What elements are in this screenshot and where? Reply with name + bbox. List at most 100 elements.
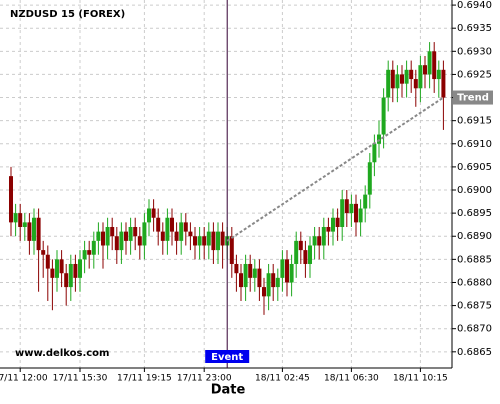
y-tick-label: 0.6875 (457, 301, 492, 312)
candle-body (331, 217, 335, 232)
candle-body (308, 245, 312, 264)
candle-body (358, 208, 363, 223)
candle-body (367, 162, 372, 195)
candle-body (317, 236, 322, 246)
candle-body (174, 231, 179, 241)
y-tick-label: 0.6895 (457, 208, 492, 219)
candle-body (110, 226, 115, 237)
candle-body (165, 217, 170, 241)
trend-label: Trend (457, 93, 489, 104)
candle-body (170, 217, 174, 232)
candle-body (114, 236, 119, 251)
candle-body (340, 199, 345, 227)
candle-body (294, 240, 299, 264)
candle-body (243, 263, 248, 288)
x-tick-label: 17/11 15:30 (53, 374, 108, 384)
candle-body (418, 65, 423, 89)
y-tick-label: 0.6890 (457, 231, 492, 242)
candle-body (91, 240, 96, 255)
candle-body (280, 259, 285, 278)
candle-body (128, 226, 133, 241)
candle-body (13, 213, 18, 223)
x-tick-label: 17/11 23:00 (177, 374, 232, 384)
candle-body (211, 231, 216, 251)
candle-body (303, 250, 308, 264)
y-tick-label: 0.6905 (457, 162, 492, 173)
candle-body (386, 69, 391, 98)
candle-body (321, 226, 326, 246)
x-axis-label: Date (211, 383, 246, 398)
trend-label-box (453, 90, 493, 105)
y-tick-label: 0.6915 (457, 116, 492, 127)
candle-body (248, 263, 253, 278)
candle-body (326, 226, 331, 232)
candle-body (441, 69, 446, 98)
candle-body (298, 240, 303, 251)
y-tick-label: 0.6865 (457, 347, 492, 358)
candle-body (335, 217, 340, 227)
candle-body (344, 199, 349, 214)
candle-body (133, 226, 138, 237)
candle-body (73, 263, 78, 278)
candle-body (160, 231, 165, 241)
candle-body (202, 236, 207, 246)
candle-body (193, 236, 197, 246)
candle-body (156, 217, 161, 232)
candle-body (252, 268, 257, 278)
plot-area (0, 0, 452, 368)
candle-body (41, 250, 46, 255)
y-tick-label: 0.6885 (457, 254, 492, 265)
y-tick-label: 0.6870 (457, 324, 492, 335)
x-tick-label: 18/11 02:45 (255, 374, 310, 384)
candle-body (372, 143, 377, 163)
chart-title: NZDUSD 15 (FOREX) (10, 9, 125, 20)
candle-body (78, 259, 82, 278)
candle-body (179, 222, 184, 241)
event-label-box (205, 350, 250, 363)
candle-body (68, 263, 73, 288)
candle-body (9, 176, 13, 223)
candle-body (262, 287, 266, 297)
candle-body (50, 268, 55, 278)
watermark: www.delkos.com (15, 348, 109, 359)
candle-body (55, 259, 59, 278)
candle-body (423, 65, 427, 75)
candle-body (147, 208, 151, 223)
candle-body (119, 231, 124, 251)
candle-body (183, 222, 188, 232)
candle-body (151, 208, 156, 218)
candle-body (64, 273, 69, 288)
y-tick-label: 0.6935 (457, 23, 492, 34)
candle-body (27, 222, 32, 241)
candle-body (266, 273, 271, 297)
trend-line (226, 96, 444, 242)
x-tick-label: 18/11 06:30 (324, 374, 379, 384)
candle-body (124, 231, 128, 241)
candle-body (234, 263, 239, 274)
y-tick-label: 0.6880 (457, 277, 492, 288)
candle-body (400, 74, 404, 84)
candle-body (289, 263, 294, 283)
candle-body (275, 277, 280, 288)
candle-body (59, 259, 64, 274)
candle-body (390, 69, 395, 89)
candle-body (409, 69, 414, 80)
candle-body (413, 79, 418, 89)
x-tick-label: 17/11 19:15 (117, 374, 172, 384)
candle-body (229, 236, 234, 264)
candle-body (363, 194, 368, 209)
candle-body (188, 231, 193, 237)
candle-body (257, 268, 262, 288)
candle-body (381, 97, 386, 135)
candle-body (271, 273, 276, 288)
candle-body (142, 222, 147, 246)
y-tick-label: 0.6940 (457, 0, 492, 11)
candle-body (18, 213, 23, 227)
candle-body (432, 51, 437, 80)
candle-body (395, 74, 400, 89)
candle-body (105, 226, 110, 246)
candle-body (206, 231, 211, 246)
candle-body (220, 231, 225, 246)
candle-body (285, 259, 289, 283)
